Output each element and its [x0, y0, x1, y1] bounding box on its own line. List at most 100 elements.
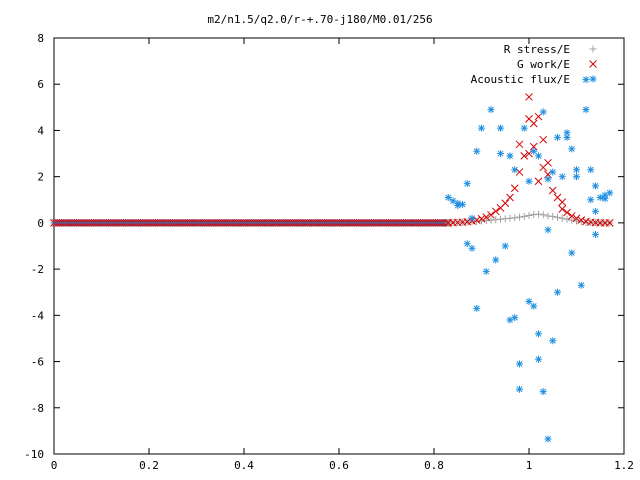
- acoustic-flux-point: [535, 152, 542, 160]
- g-work-point: [539, 135, 548, 144]
- g-work-point: [548, 186, 557, 195]
- g-work-point: [510, 184, 519, 193]
- y-tick-label: 8: [37, 32, 44, 45]
- x-tick-label: 0.6: [329, 459, 349, 472]
- g-work-point: [544, 158, 552, 167]
- acoustic-flux-point: [444, 193, 452, 201]
- y-tick-label: -4: [31, 309, 45, 322]
- acoustic-flux-point: [592, 207, 599, 215]
- acoustic-flux-point: [511, 314, 519, 322]
- acoustic-flux-point: [468, 214, 476, 222]
- r-stress-point: [516, 213, 523, 221]
- acoustic-flux-point: [492, 256, 500, 264]
- acoustic-flux-point: [497, 150, 504, 158]
- acoustic-flux-point: [454, 202, 462, 210]
- acoustic-flux-point: [544, 175, 552, 183]
- acoustic-flux-point: [544, 226, 552, 234]
- acoustic-flux-point: [525, 177, 533, 185]
- g-work-point: [520, 152, 529, 160]
- acoustic-flux-point: [535, 355, 542, 363]
- acoustic-flux-point: [501, 242, 509, 250]
- legend-label: R stress/E: [504, 43, 570, 56]
- acoustic-flux-point: [554, 133, 561, 141]
- g-work-point: [558, 205, 567, 213]
- acoustic-flux-point: [497, 124, 504, 132]
- y-tick-label: 0: [37, 217, 44, 230]
- r-stress-point: [511, 214, 519, 222]
- acoustic-flux-point: [568, 145, 576, 153]
- g-work-point: [477, 214, 486, 223]
- y-tick-label: 6: [37, 78, 44, 91]
- plot-frame: [53, 37, 625, 455]
- acoustic-flux-point: [478, 124, 485, 132]
- r-stress-point: [558, 214, 566, 222]
- r-stress-point: [520, 212, 528, 220]
- acoustic-flux-point: [516, 360, 523, 368]
- acoustic-flux-point: [549, 337, 557, 345]
- r-stress-point: [563, 215, 571, 223]
- chart-title: m2/n1.5/q2.0/r-+.70-j180/M0.01/256: [207, 13, 432, 26]
- g-work-point: [482, 213, 491, 221]
- g-work-point: [534, 177, 543, 186]
- g-work-point: [577, 216, 586, 224]
- acoustic-flux-point: [606, 189, 614, 197]
- acoustic-flux-point: [577, 281, 585, 289]
- acoustic-flux-point: [601, 195, 609, 203]
- g-work-point: [501, 199, 510, 208]
- legend-marker: [589, 60, 597, 68]
- acoustic-flux-point: [516, 385, 523, 393]
- x-tick-label: 0.8: [424, 459, 444, 472]
- r-stress-point: [535, 210, 542, 218]
- g-work-point: [525, 93, 533, 101]
- zero-band: [50, 219, 452, 227]
- y-tick-label: -6: [31, 356, 44, 369]
- g-work-point: [605, 219, 614, 227]
- acoustic-flux-point: [539, 388, 547, 396]
- acoustic-flux-point: [487, 106, 495, 114]
- legend-label: Acoustic flux/E: [471, 73, 570, 86]
- x-tick-label: 1.2: [614, 459, 634, 472]
- series-g-work: [444, 93, 614, 227]
- g-work-point: [558, 198, 567, 206]
- acoustic-flux-point: [530, 147, 538, 155]
- x-tick-label: 0.2: [139, 459, 159, 472]
- g-work-point: [567, 212, 576, 220]
- acoustic-flux-point: [506, 152, 514, 160]
- acoustic-flux-point: [568, 249, 576, 257]
- acoustic-flux-point: [511, 166, 519, 174]
- y-tick-label: -10: [24, 448, 44, 461]
- acoustic-flux-point: [539, 108, 547, 116]
- acoustic-flux-point: [463, 180, 471, 188]
- acoustic-flux-point: [525, 297, 533, 305]
- r-stress-point: [539, 211, 547, 219]
- acoustic-flux-point: [463, 240, 471, 248]
- acoustic-flux-point: [520, 124, 528, 132]
- g-work-point: [529, 119, 538, 128]
- acoustic-flux-point: [573, 166, 580, 174]
- legend-marker: [589, 45, 597, 53]
- acoustic-flux-point: [459, 200, 466, 208]
- legend-marker: [589, 75, 597, 83]
- legend-label: G work/E: [517, 58, 570, 71]
- y-tick-label: -2: [31, 263, 44, 276]
- acoustic-flux-point: [587, 166, 595, 174]
- acoustic-flux-point: [530, 302, 538, 310]
- g-work-point: [487, 210, 495, 219]
- acoustic-flux-point: [549, 168, 557, 176]
- acoustic-flux-point: [535, 330, 542, 338]
- r-stress-point: [525, 211, 533, 219]
- acoustic-flux-point: [468, 244, 476, 252]
- acoustic-flux-point: [573, 173, 580, 181]
- axes: 0 0.2 0.4 0.6 0.8 1 1.2 -10 -8 -6 -4 -2 0 2 4 6 8: [24, 32, 634, 472]
- acoustic-flux-point: [587, 196, 595, 204]
- acoustic-flux-point: [558, 173, 566, 181]
- acoustic-flux-point: [473, 147, 481, 155]
- series-acoustic-flux: [444, 76, 614, 443]
- acoustic-flux-point: [473, 304, 481, 312]
- acoustic-flux-point: [563, 133, 571, 141]
- acoustic-flux-point: [554, 288, 561, 296]
- acoustic-flux-point: [582, 76, 590, 84]
- r-stress-point: [549, 212, 557, 220]
- x-tick-label: 1: [526, 459, 533, 472]
